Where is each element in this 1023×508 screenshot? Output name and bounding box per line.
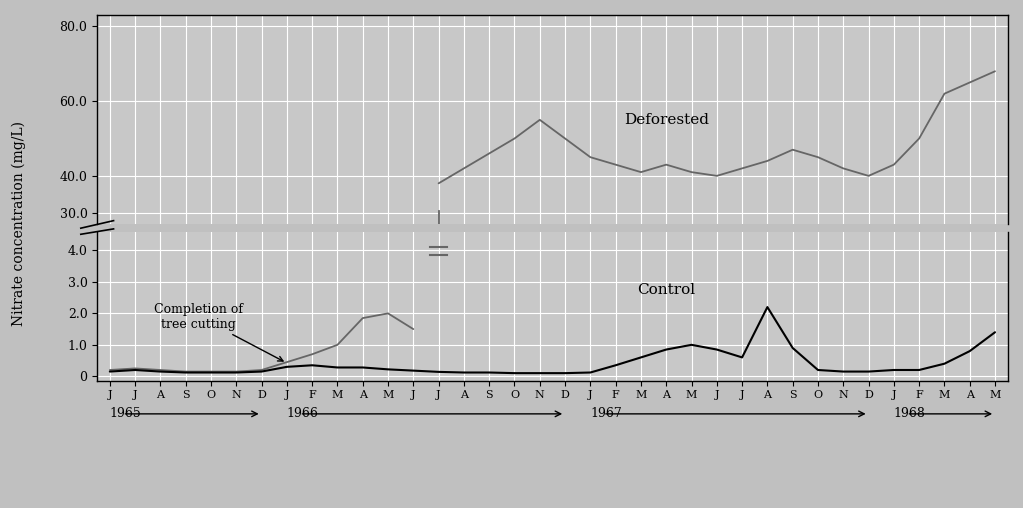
Text: Deforested: Deforested [624, 113, 709, 126]
Text: Control: Control [637, 283, 696, 298]
Text: Completion of
tree cutting: Completion of tree cutting [153, 303, 283, 361]
Text: 1967: 1967 [590, 407, 622, 421]
Text: 1966: 1966 [286, 407, 319, 421]
Text: Nitrate concentration (mg/L): Nitrate concentration (mg/L) [11, 121, 26, 326]
Text: 1968: 1968 [894, 407, 926, 421]
Text: 1965: 1965 [109, 407, 141, 421]
